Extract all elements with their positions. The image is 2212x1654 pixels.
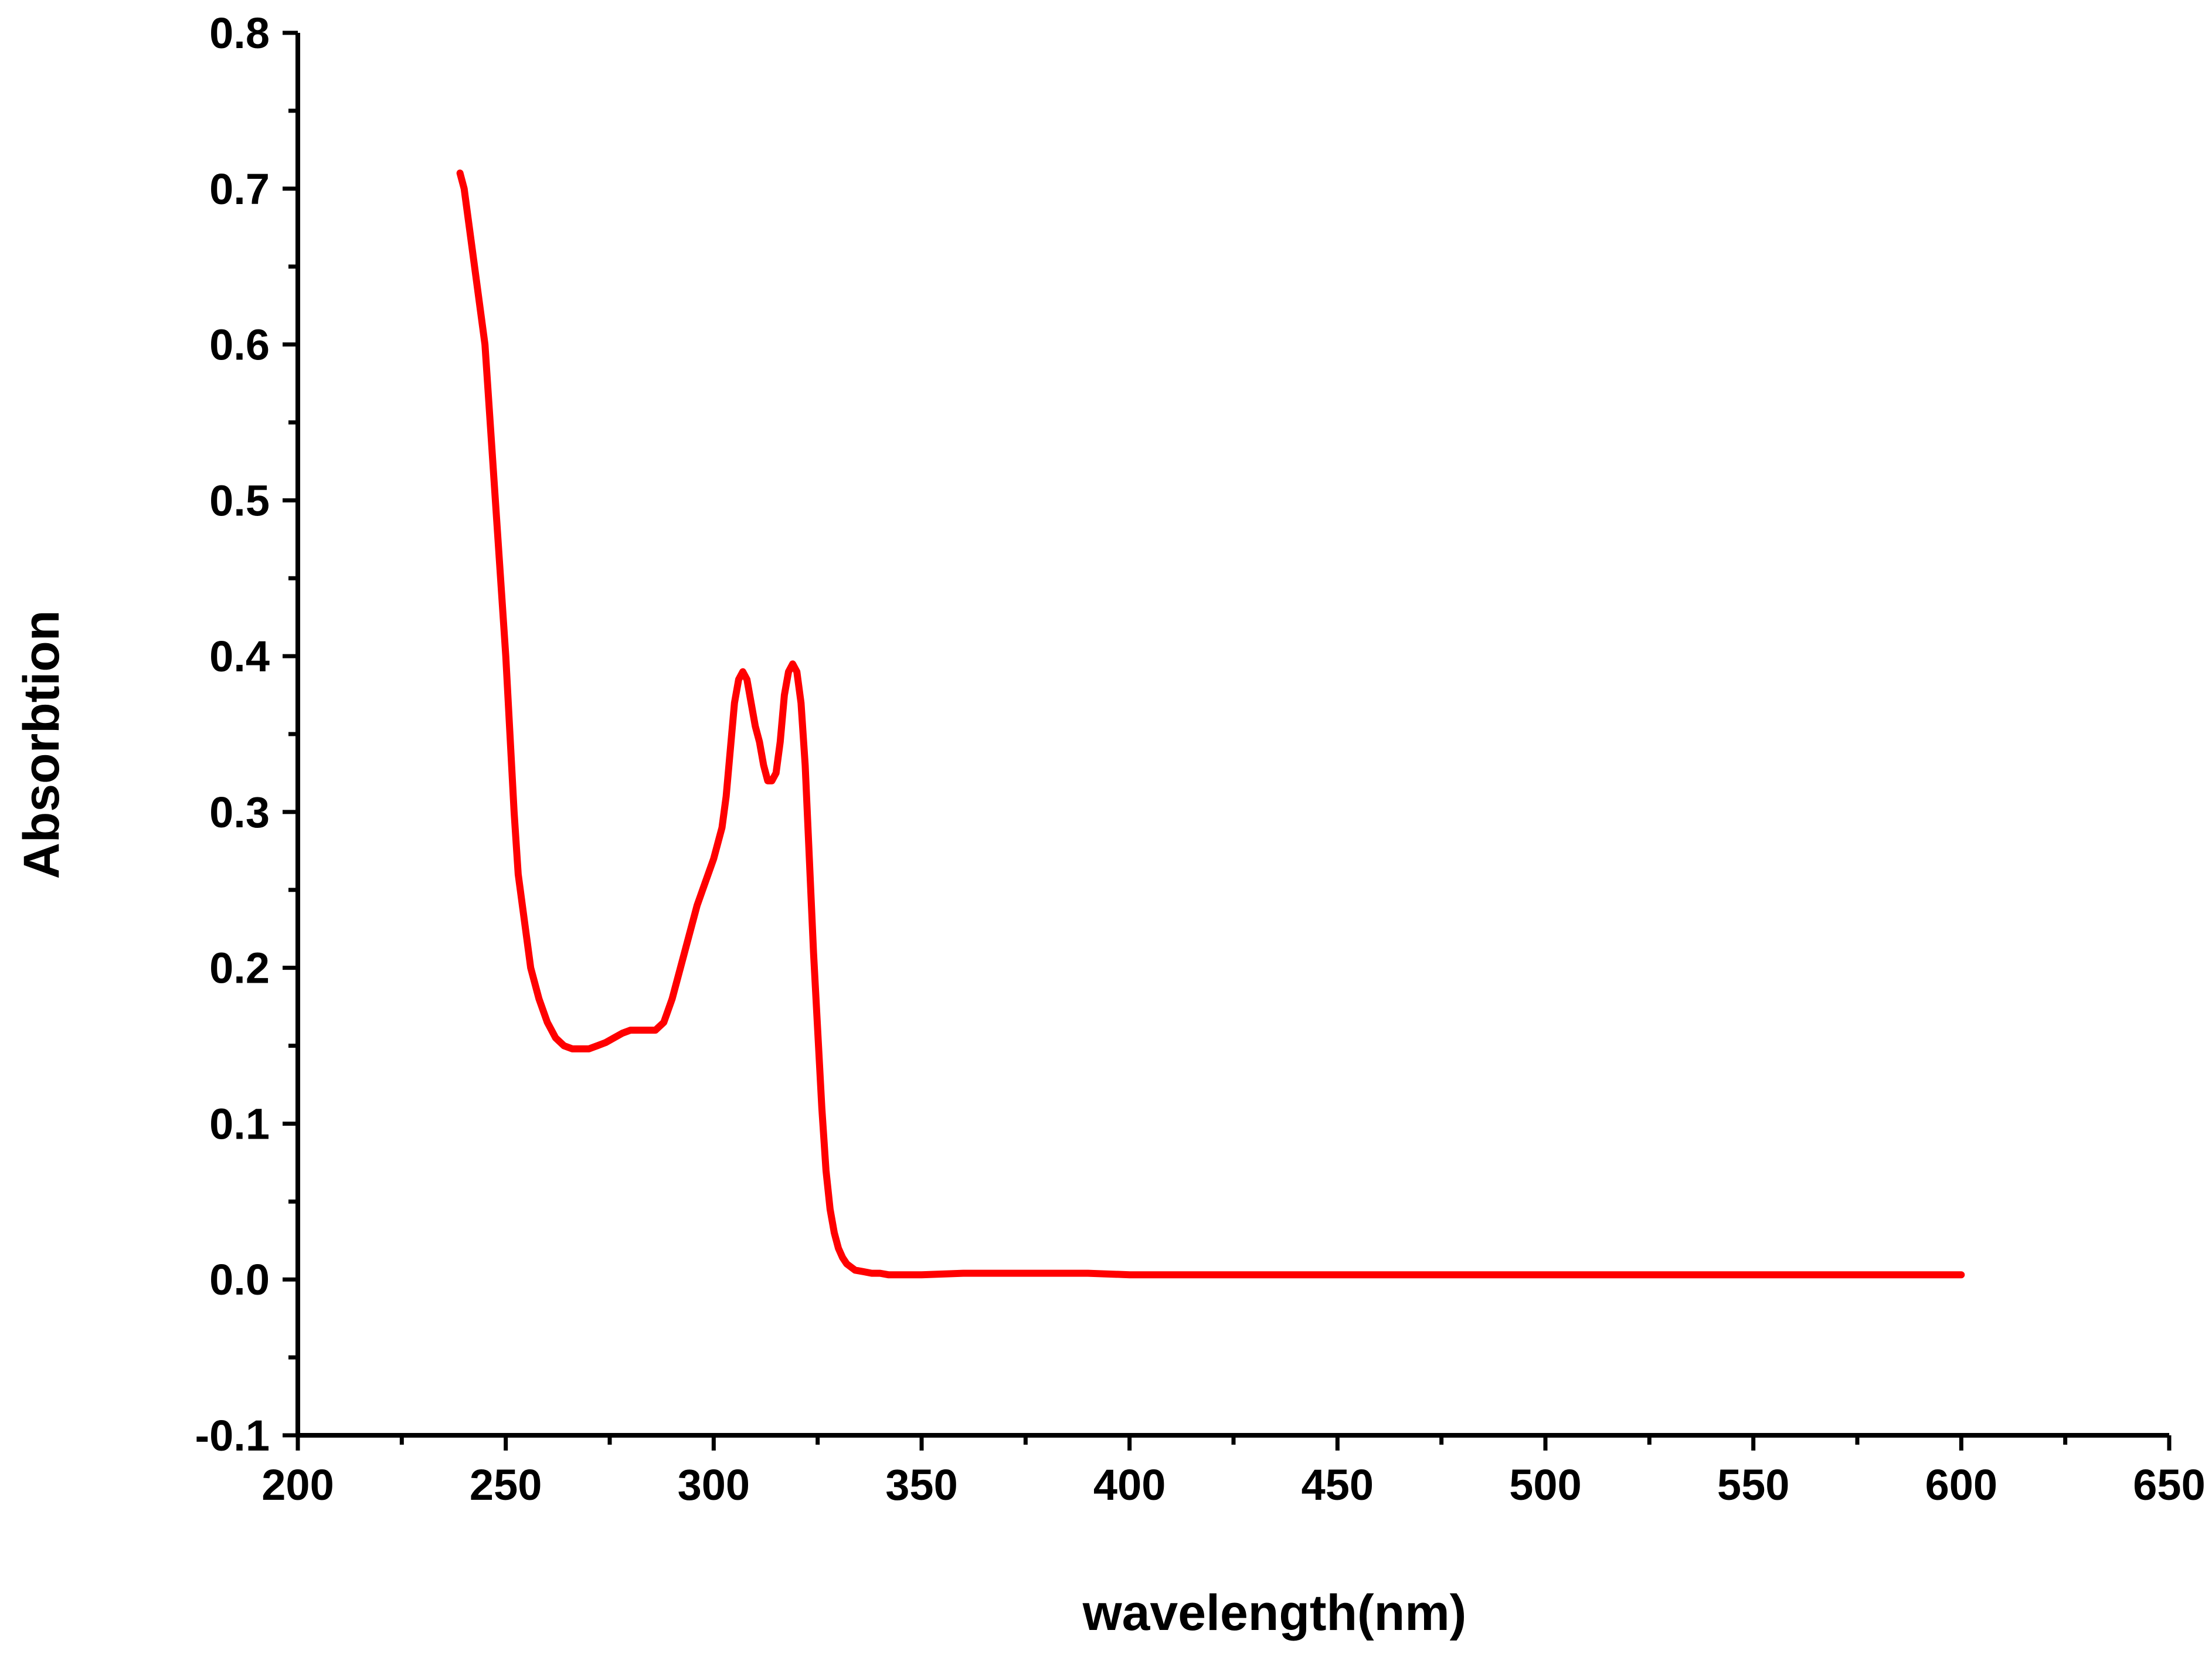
y-tick-label: 0.4 (209, 632, 270, 681)
x-tick-label: 250 (470, 1461, 542, 1509)
x-tick-label: 550 (1717, 1461, 1789, 1509)
y-tick-label: 0.0 (209, 1255, 270, 1304)
y-tick-label: 0.3 (209, 788, 270, 837)
y-axis-title: Absorbtion (13, 610, 70, 879)
y-tick-label: 0.2 (209, 944, 270, 993)
y-tick-label: 0.8 (209, 9, 270, 57)
y-tick-label: -0.1 (195, 1411, 270, 1460)
x-tick-label: 200 (261, 1461, 334, 1509)
x-tick-label: 650 (2133, 1461, 2205, 1509)
x-tick-label: 600 (1925, 1461, 1997, 1509)
x-tick-label: 350 (885, 1461, 957, 1509)
absorption-series-line (456, 169, 1965, 1279)
y-tick-label: 0.1 (209, 1099, 270, 1148)
y-tick-label: 0.6 (209, 321, 270, 369)
y-tick-label: 0.5 (209, 476, 270, 525)
x-tick-label: 450 (1302, 1461, 1374, 1509)
series-0 (456, 169, 1965, 1279)
x-tick-label: 300 (678, 1461, 750, 1509)
y-tick-label: 0.7 (209, 165, 270, 213)
x-tick-label: 500 (1509, 1461, 1581, 1509)
x-axis-title: wavelength(nm) (1082, 1585, 1467, 1641)
x-tick-label: 400 (1093, 1461, 1166, 1509)
